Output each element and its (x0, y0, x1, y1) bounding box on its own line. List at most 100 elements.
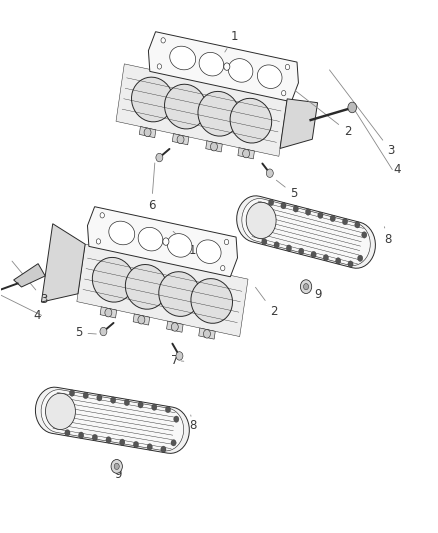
Circle shape (286, 245, 292, 251)
Circle shape (330, 215, 336, 222)
Polygon shape (138, 228, 163, 251)
Polygon shape (206, 141, 223, 152)
Polygon shape (199, 328, 215, 339)
Circle shape (261, 239, 267, 245)
Circle shape (357, 255, 363, 262)
Polygon shape (148, 31, 298, 102)
Circle shape (144, 128, 151, 136)
Polygon shape (280, 99, 318, 149)
Circle shape (152, 404, 157, 410)
Polygon shape (35, 387, 189, 454)
Polygon shape (133, 314, 150, 325)
Circle shape (311, 251, 316, 257)
Text: 3: 3 (329, 70, 395, 157)
Circle shape (343, 219, 348, 225)
Polygon shape (46, 393, 75, 430)
Circle shape (171, 440, 176, 446)
Circle shape (114, 463, 119, 470)
Circle shape (156, 154, 163, 162)
Circle shape (124, 399, 130, 406)
Circle shape (69, 390, 74, 397)
Text: 5: 5 (276, 180, 297, 200)
Circle shape (204, 329, 210, 338)
Polygon shape (230, 98, 272, 143)
Text: 8: 8 (189, 415, 197, 432)
Circle shape (161, 38, 165, 43)
Circle shape (211, 142, 217, 151)
Polygon shape (116, 64, 287, 156)
Text: 4: 4 (394, 163, 401, 176)
Circle shape (138, 316, 145, 324)
Text: 3: 3 (12, 261, 48, 306)
Circle shape (171, 322, 178, 331)
Circle shape (65, 430, 70, 436)
Circle shape (362, 232, 367, 238)
Circle shape (268, 199, 274, 206)
Circle shape (110, 397, 116, 403)
Polygon shape (125, 264, 167, 309)
Circle shape (300, 280, 312, 294)
Text: 5: 5 (75, 326, 96, 340)
Circle shape (177, 135, 184, 144)
Polygon shape (228, 59, 253, 82)
Polygon shape (246, 202, 276, 238)
Circle shape (92, 434, 97, 441)
Polygon shape (258, 65, 282, 88)
Circle shape (176, 352, 183, 360)
Text: 1: 1 (225, 30, 238, 52)
Circle shape (282, 91, 286, 96)
Circle shape (293, 206, 298, 212)
Text: 1: 1 (173, 231, 197, 257)
Polygon shape (199, 52, 224, 76)
Polygon shape (131, 77, 173, 122)
Text: 8: 8 (384, 227, 392, 246)
Circle shape (111, 459, 122, 473)
Circle shape (166, 406, 171, 413)
Circle shape (120, 439, 125, 446)
Polygon shape (166, 321, 183, 332)
Polygon shape (238, 148, 254, 159)
Circle shape (174, 416, 179, 422)
Polygon shape (41, 390, 184, 451)
Circle shape (281, 203, 286, 209)
Circle shape (161, 446, 166, 453)
Circle shape (305, 209, 311, 215)
Polygon shape (191, 279, 233, 323)
Circle shape (78, 432, 84, 438)
Polygon shape (172, 134, 189, 145)
Circle shape (224, 63, 230, 70)
Circle shape (355, 222, 360, 228)
Polygon shape (167, 233, 192, 257)
Polygon shape (139, 126, 156, 138)
Circle shape (100, 327, 107, 336)
Polygon shape (100, 307, 117, 318)
Circle shape (100, 213, 104, 218)
Text: 6: 6 (148, 163, 155, 212)
Text: 2: 2 (295, 91, 351, 138)
Polygon shape (109, 221, 135, 245)
Polygon shape (197, 240, 221, 263)
Circle shape (163, 238, 169, 245)
Polygon shape (170, 46, 196, 70)
Circle shape (221, 265, 225, 271)
Circle shape (138, 402, 143, 408)
Text: 9: 9 (114, 468, 121, 481)
Circle shape (348, 261, 353, 267)
Circle shape (134, 441, 138, 448)
Polygon shape (237, 196, 375, 268)
Circle shape (285, 64, 290, 70)
Circle shape (299, 248, 304, 254)
Polygon shape (88, 207, 237, 277)
Circle shape (336, 257, 341, 264)
Polygon shape (77, 244, 248, 336)
Circle shape (97, 394, 102, 401)
Polygon shape (198, 91, 240, 136)
Circle shape (96, 239, 101, 244)
Circle shape (105, 309, 112, 317)
Circle shape (157, 64, 162, 69)
Text: 4: 4 (33, 309, 41, 322)
Polygon shape (92, 257, 134, 302)
Text: 9: 9 (314, 288, 322, 301)
Text: 2: 2 (255, 287, 277, 318)
Circle shape (83, 392, 88, 399)
